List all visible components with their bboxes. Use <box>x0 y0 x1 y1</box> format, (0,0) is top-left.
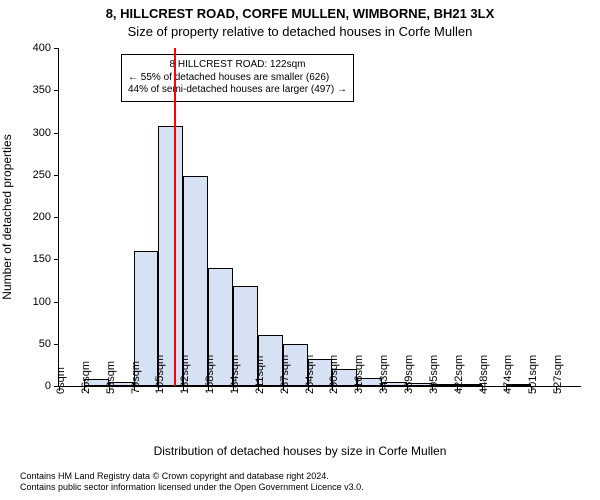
annotation-line: 8 HILLCREST ROAD: 122sqm <box>128 59 347 72</box>
footer-line: Contains HM Land Registry data © Crown c… <box>20 471 364 483</box>
y-tick-label: 100 <box>33 296 59 308</box>
x-tick-label: 343sqm <box>378 355 390 394</box>
x-tick-label: 105sqm <box>154 355 166 394</box>
x-tick-label: 474sqm <box>502 355 514 394</box>
chart-title: 8, HILLCREST ROAD, CORFE MULLEN, WIMBORN… <box>0 6 600 21</box>
x-tick-label: 527sqm <box>552 355 564 394</box>
y-tick-label: 50 <box>39 338 59 350</box>
x-tick-label: 158sqm <box>204 355 216 394</box>
x-tick-label: 448sqm <box>478 355 490 394</box>
x-tick-label: 211sqm <box>254 356 266 394</box>
histogram-bar <box>158 126 183 386</box>
reference-line <box>174 48 176 386</box>
x-tick-label: 237sqm <box>279 355 291 394</box>
plot-area: 8 HILLCREST ROAD: 122sqm← 55% of detache… <box>58 48 581 387</box>
y-tick-label: 350 <box>33 84 59 96</box>
y-axis-label: Number of detached properties <box>0 134 14 299</box>
x-tick-label: 26sqm <box>80 361 92 394</box>
y-tick-label: 150 <box>33 253 59 265</box>
x-tick-label: 53sqm <box>105 361 117 394</box>
y-tick-label: 250 <box>33 169 59 181</box>
footer-attribution: Contains HM Land Registry data © Crown c… <box>20 471 364 494</box>
annotation-box: 8 HILLCREST ROAD: 122sqm← 55% of detache… <box>121 54 354 102</box>
x-axis-label: Distribution of detached houses by size … <box>0 444 600 458</box>
y-tick-label: 400 <box>33 42 59 54</box>
x-tick-label: 290sqm <box>328 355 340 394</box>
x-tick-label: 79sqm <box>130 361 142 394</box>
annotation-line: 44% of semi-detached houses are larger (… <box>128 84 347 97</box>
x-tick-label: 501sqm <box>527 355 539 394</box>
x-tick-label: 184sqm <box>229 355 241 394</box>
y-tick-label: 200 <box>33 211 59 223</box>
chart-subtitle: Size of property relative to detached ho… <box>0 24 600 39</box>
x-tick-label: 0sqm <box>55 367 67 394</box>
footer-line: Contains public sector information licen… <box>20 482 364 494</box>
x-tick-label: 395sqm <box>428 355 440 394</box>
x-tick-label: 369sqm <box>403 355 415 394</box>
x-tick-label: 316sqm <box>353 355 365 394</box>
y-tick-label: 300 <box>33 127 59 139</box>
x-tick-label: 422sqm <box>453 355 465 394</box>
x-tick-label: 264sqm <box>304 355 316 394</box>
histogram-chart: 8, HILLCREST ROAD, CORFE MULLEN, WIMBORN… <box>0 0 600 500</box>
annotation-line: ← 55% of detached houses are smaller (62… <box>128 72 347 85</box>
x-tick-label: 132sqm <box>179 355 191 394</box>
